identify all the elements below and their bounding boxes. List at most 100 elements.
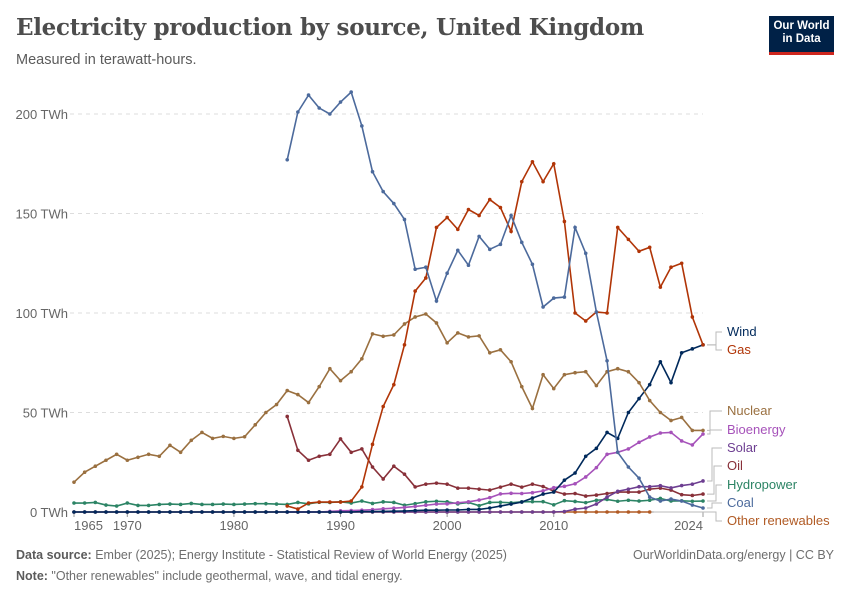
data-point xyxy=(498,485,503,489)
data-point xyxy=(562,372,567,377)
data-point xyxy=(583,251,588,256)
data-point xyxy=(338,437,343,441)
data-point xyxy=(392,201,396,206)
data-point xyxy=(487,197,492,202)
data-point xyxy=(424,503,428,508)
data-point xyxy=(519,491,524,496)
data-point xyxy=(264,410,268,415)
data-point xyxy=(200,430,204,435)
data-point xyxy=(637,499,641,503)
data-point xyxy=(360,447,364,451)
data-point xyxy=(690,499,695,504)
data-point xyxy=(573,471,577,475)
data-point xyxy=(690,347,695,351)
legend-connector xyxy=(707,429,722,435)
source-text: Ember (2025); Energy Institute - Statist… xyxy=(91,548,507,562)
data-point xyxy=(679,261,684,266)
data-point xyxy=(594,465,599,470)
data-point xyxy=(637,490,641,494)
data-point xyxy=(210,510,215,514)
data-point xyxy=(178,502,183,507)
legend-label-solar: Solar xyxy=(727,440,758,455)
data-point xyxy=(200,502,204,507)
data-point xyxy=(679,492,684,497)
data-point xyxy=(455,508,460,512)
legend-connector xyxy=(707,447,722,482)
data-point xyxy=(487,506,492,510)
data-point xyxy=(455,331,460,335)
data-point xyxy=(434,481,439,485)
data-point xyxy=(146,503,151,508)
data-point xyxy=(104,510,108,514)
data-point xyxy=(434,508,439,513)
data-point xyxy=(317,510,322,514)
data-point xyxy=(626,410,631,415)
data-point xyxy=(360,499,364,503)
data-point xyxy=(72,480,76,484)
data-point xyxy=(232,502,236,507)
data-point xyxy=(647,495,652,499)
note: Note: "Other renewables" include geother… xyxy=(16,569,403,583)
data-point xyxy=(626,498,631,503)
data-point xyxy=(658,359,663,364)
data-point xyxy=(455,248,460,253)
data-point xyxy=(509,491,513,496)
data-point xyxy=(434,502,439,506)
data-point xyxy=(669,418,673,423)
data-point xyxy=(701,343,705,347)
data-point xyxy=(487,351,492,355)
data-point xyxy=(562,295,567,299)
data-point xyxy=(637,380,641,385)
data-point xyxy=(466,500,471,504)
data-point xyxy=(647,484,652,489)
data-point xyxy=(551,510,556,514)
data-point xyxy=(360,356,364,361)
data-point xyxy=(658,496,663,501)
owid-logo[interactable]: Our World in Data xyxy=(769,16,834,55)
data-point xyxy=(658,285,663,289)
data-point xyxy=(253,423,258,427)
data-point xyxy=(381,404,385,409)
data-point xyxy=(370,465,375,469)
data-point xyxy=(424,482,428,486)
data-point xyxy=(338,378,343,383)
data-point xyxy=(519,240,524,245)
data-point xyxy=(242,434,247,439)
data-point xyxy=(530,496,535,500)
legend-label-oil: Oil xyxy=(727,458,743,473)
data-point xyxy=(583,369,588,374)
data-point xyxy=(455,227,460,232)
data-point xyxy=(392,382,396,387)
data-point xyxy=(402,322,407,326)
data-point xyxy=(93,510,98,514)
data-point xyxy=(477,503,481,508)
data-point xyxy=(434,321,439,325)
data-point xyxy=(605,491,609,496)
data-point xyxy=(615,366,620,371)
data-point xyxy=(114,510,119,514)
data-point xyxy=(562,219,567,224)
data-point xyxy=(541,499,545,504)
legend-label-gas: Gas xyxy=(727,342,751,357)
legend-connector xyxy=(707,502,722,509)
data-point xyxy=(466,207,471,212)
data-point xyxy=(626,510,631,514)
data-point xyxy=(349,499,353,503)
legend-label-nuclear: Nuclear xyxy=(727,403,772,418)
data-point xyxy=(285,504,290,508)
y-tick-label: 200 TWh xyxy=(15,107,68,122)
y-tick-label: 150 TWh xyxy=(15,207,68,222)
data-point xyxy=(168,510,172,514)
data-point xyxy=(583,319,588,323)
data-point xyxy=(104,458,108,463)
data-point xyxy=(615,510,620,514)
data-point xyxy=(114,504,119,508)
data-point xyxy=(669,486,673,490)
series-line-nuclear xyxy=(73,313,703,483)
data-point xyxy=(349,369,353,374)
data-point xyxy=(392,500,396,505)
credit-link[interactable]: OurWorldinData.org/energy | CC BY xyxy=(632,548,834,562)
data-point xyxy=(509,213,513,218)
data-point xyxy=(594,493,599,497)
data-point xyxy=(637,249,641,254)
